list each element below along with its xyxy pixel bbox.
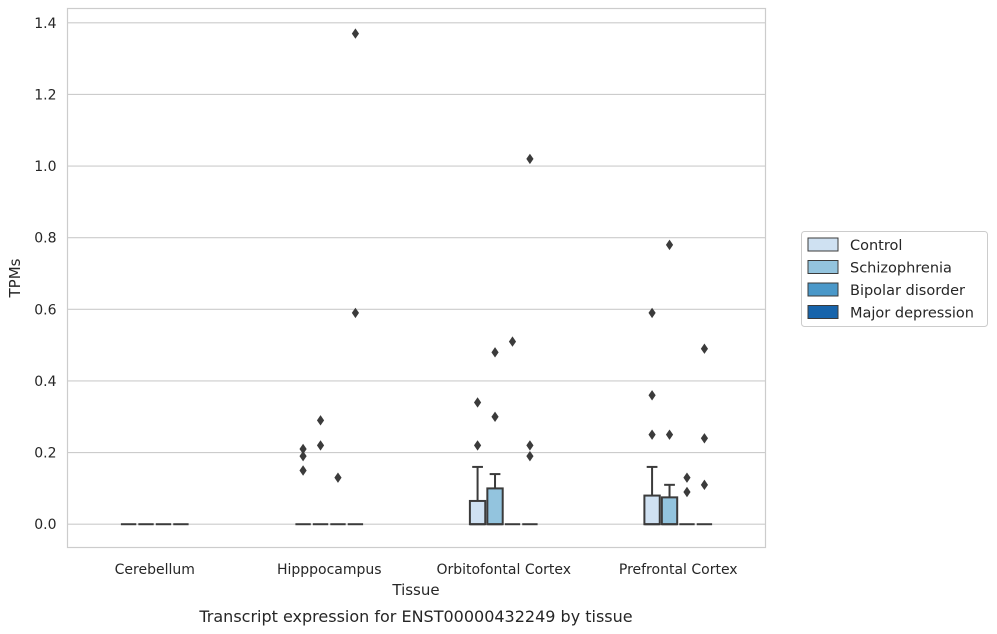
box-0-2 xyxy=(468,465,487,526)
outlier-point xyxy=(683,472,691,483)
legend-swatch xyxy=(807,305,839,319)
outlier-point xyxy=(526,153,534,165)
outlier-point xyxy=(648,307,656,319)
box-body xyxy=(468,499,487,526)
outlier-point xyxy=(526,440,534,451)
outlier-point xyxy=(648,390,656,401)
y-tick-label: 1.4 xyxy=(34,16,56,32)
outlier-point xyxy=(299,465,307,476)
box-1-2 xyxy=(486,473,504,526)
y-tick-label: 1.2 xyxy=(34,87,56,103)
y-tick-label: 0.2 xyxy=(34,446,56,462)
legend-swatch xyxy=(807,260,839,274)
box-1-3 xyxy=(660,483,679,526)
legend-label: Bipolar disorder xyxy=(850,283,965,299)
outlier-point xyxy=(683,486,691,498)
outlier-point xyxy=(700,343,709,354)
outlier-point xyxy=(351,307,360,319)
box-body xyxy=(486,487,504,526)
legend-label: Schizophrenia xyxy=(850,261,952,277)
outlier-point xyxy=(316,440,325,451)
box-0-3 xyxy=(643,465,661,526)
chart-caption: Transcript expression for ENST0000043224… xyxy=(198,607,632,626)
y-tick-label: 0.6 xyxy=(34,302,56,318)
legend: Control Schizophrenia Bipolar disorder Majo… xyxy=(801,231,988,327)
y-tick-label: 0.8 xyxy=(34,231,56,247)
y-tick-label: 1.0 xyxy=(34,159,56,175)
legend-items: Control Schizophrenia Bipolar disorder Majo… xyxy=(807,237,974,322)
legend-swatch xyxy=(807,237,839,252)
plot-area-frame xyxy=(66,7,767,549)
outlier-point xyxy=(491,347,499,358)
outlier-point xyxy=(473,440,482,451)
y-tick-label: 0.0 xyxy=(34,517,56,533)
outlier-point xyxy=(491,411,499,422)
y-tick-label: 0.4 xyxy=(34,374,56,390)
legend-label: Control xyxy=(850,238,902,254)
box-layer xyxy=(120,465,713,526)
outlier-point xyxy=(665,239,674,251)
outlier-point xyxy=(508,336,517,347)
x-axis-title: Tissue xyxy=(391,581,439,599)
legend-swatch xyxy=(807,282,839,297)
outlier-point xyxy=(299,443,307,455)
outlier-point xyxy=(316,415,325,426)
x-tick-labels: Cerebellum Hipppocampus Orbitofontal Corte… xyxy=(115,562,738,578)
outlier-point xyxy=(700,479,709,491)
box-body xyxy=(660,496,679,526)
outlier-point xyxy=(473,397,482,408)
y-tick-labels: 0.0 0.2 0.4 0.6 0.8 1.0 1.2 1.4 xyxy=(34,16,56,533)
outlier-point xyxy=(351,28,360,39)
x-tick-label: Cerebellum xyxy=(115,562,195,578)
legend-label: Major depression xyxy=(850,306,974,322)
x-tick-label: Hipppocampus xyxy=(277,562,382,578)
x-tick-label: Orbitofontal Cortex xyxy=(436,562,571,578)
outlier-point xyxy=(526,450,534,462)
x-tick-label: Prefrontal Cortex xyxy=(619,562,738,578)
outlier-point xyxy=(299,450,307,462)
grid-layer xyxy=(67,22,766,525)
y-axis-title: TPMs xyxy=(6,258,24,298)
legend-frame xyxy=(801,231,988,327)
outlier-point xyxy=(665,429,674,440)
outlier-layer xyxy=(299,28,709,498)
outlier-point xyxy=(648,429,656,440)
outlier-point xyxy=(700,433,709,444)
box-body xyxy=(643,494,661,526)
outlier-point xyxy=(334,472,342,483)
